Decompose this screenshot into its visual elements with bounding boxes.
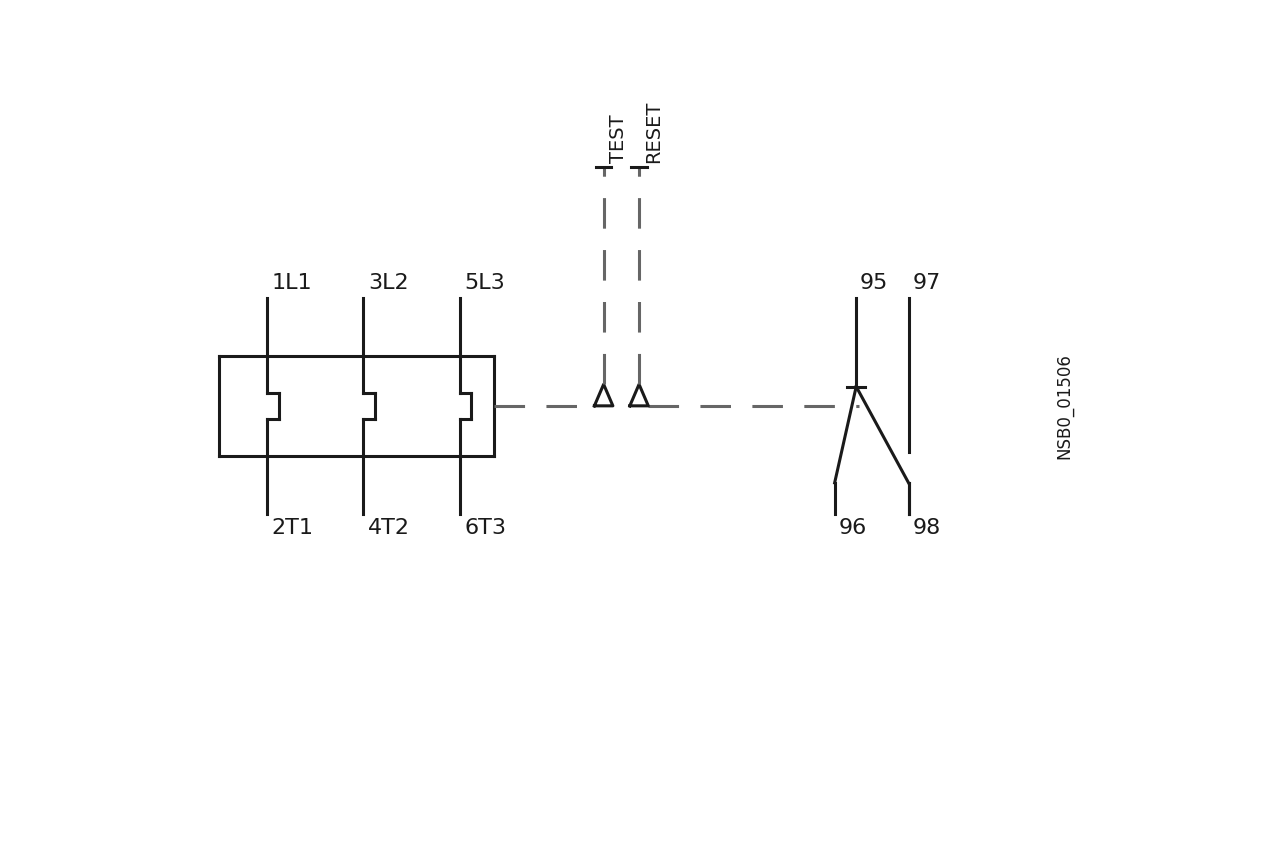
- Text: 2T1: 2T1: [271, 518, 314, 538]
- Text: 97: 97: [913, 273, 941, 294]
- Text: 95: 95: [860, 273, 888, 294]
- Text: 6T3: 6T3: [465, 518, 507, 538]
- Text: NSB0_01506: NSB0_01506: [1055, 353, 1073, 459]
- Text: 5L3: 5L3: [465, 273, 506, 294]
- Text: 3L2: 3L2: [369, 273, 408, 294]
- Text: RESET: RESET: [644, 101, 663, 163]
- Text: 96: 96: [838, 518, 867, 538]
- Text: 4T2: 4T2: [369, 518, 410, 538]
- Text: 1L1: 1L1: [271, 273, 312, 294]
- Text: 98: 98: [913, 518, 941, 538]
- Text: TEST: TEST: [609, 114, 628, 163]
